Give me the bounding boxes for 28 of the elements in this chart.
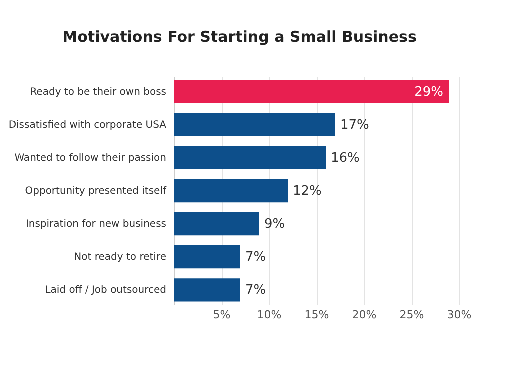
chart-title: Motivations For Starting a Small Business bbox=[62, 28, 417, 46]
data-label: 17% bbox=[340, 118, 370, 133]
x-tick-label: 30% bbox=[447, 308, 472, 322]
data-label: 9% bbox=[264, 217, 286, 232]
x-tick-label: 5% bbox=[213, 308, 231, 322]
y-tick-label: Not ready to retire bbox=[74, 252, 166, 264]
bar bbox=[174, 246, 240, 269]
data-label: 12% bbox=[293, 184, 322, 199]
x-tick-label: 20% bbox=[352, 308, 377, 322]
bar bbox=[174, 146, 326, 170]
bar bbox=[174, 80, 450, 104]
y-tick-label: Ready to be their own boss bbox=[30, 86, 166, 98]
bar bbox=[174, 278, 240, 302]
bar bbox=[174, 113, 336, 136]
data-label: 16% bbox=[331, 150, 360, 166]
data-label: 7% bbox=[246, 250, 266, 266]
x-tick-label: 15% bbox=[304, 308, 330, 322]
bar bbox=[174, 212, 260, 236]
y-tick-label: Dissatisfied with corporate USA bbox=[8, 120, 167, 131]
x-tick-label: 25% bbox=[400, 308, 424, 322]
y-tick-label: Laid off / Job outsourced bbox=[45, 285, 166, 296]
data-label: 29% bbox=[414, 84, 444, 100]
data-label: 7% bbox=[246, 283, 266, 298]
bar bbox=[174, 179, 288, 203]
x-tick-label: 10% bbox=[257, 308, 282, 322]
y-tick-label: Inspiration for new business bbox=[26, 219, 166, 230]
y-tick-label: Wanted to follow their passion bbox=[14, 152, 166, 164]
y-tick-label: Opportunity presented itself bbox=[25, 186, 167, 197]
